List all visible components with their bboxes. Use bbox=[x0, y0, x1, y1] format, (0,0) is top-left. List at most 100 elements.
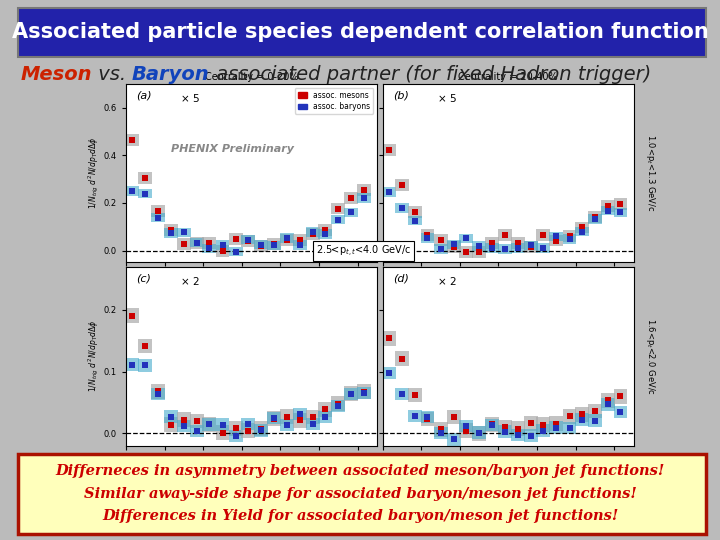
Point bbox=[576, 223, 588, 232]
Bar bbox=[613, 389, 627, 403]
Bar bbox=[202, 238, 216, 249]
Bar bbox=[549, 416, 563, 431]
Point bbox=[269, 415, 280, 423]
Bar bbox=[357, 193, 371, 203]
Bar bbox=[267, 238, 282, 249]
Point bbox=[140, 342, 151, 350]
Point bbox=[396, 390, 408, 399]
Bar bbox=[125, 186, 139, 196]
Point bbox=[192, 238, 203, 247]
Point bbox=[410, 217, 421, 225]
Bar bbox=[549, 421, 563, 434]
Bar bbox=[293, 413, 307, 428]
Bar bbox=[601, 398, 615, 410]
Bar bbox=[306, 417, 320, 430]
Legend: assoc. mesons, assoc. baryons: assoc. mesons, assoc. baryons bbox=[294, 87, 373, 114]
Bar bbox=[382, 367, 396, 379]
Point bbox=[499, 245, 510, 253]
Point bbox=[499, 427, 510, 436]
Bar bbox=[229, 421, 243, 436]
Point bbox=[358, 389, 369, 397]
Point bbox=[460, 247, 472, 256]
Point bbox=[320, 230, 331, 239]
Point bbox=[204, 239, 215, 248]
Bar bbox=[229, 430, 243, 442]
Point bbox=[487, 421, 498, 429]
Bar bbox=[459, 246, 473, 258]
Point bbox=[320, 226, 331, 234]
Point bbox=[256, 240, 267, 249]
Point bbox=[307, 420, 318, 428]
Point bbox=[551, 420, 562, 428]
Point bbox=[615, 199, 626, 208]
Point bbox=[281, 421, 292, 429]
Bar bbox=[382, 331, 396, 346]
Bar bbox=[613, 198, 627, 210]
Point bbox=[499, 423, 510, 432]
Point bbox=[127, 311, 138, 320]
Bar bbox=[318, 230, 332, 239]
Bar bbox=[177, 413, 191, 427]
Point bbox=[422, 413, 433, 421]
Bar bbox=[447, 241, 461, 253]
Bar bbox=[229, 247, 243, 256]
Text: × 2: × 2 bbox=[181, 278, 200, 287]
Point bbox=[269, 239, 280, 248]
Bar bbox=[588, 414, 602, 427]
Point bbox=[410, 391, 421, 400]
Bar bbox=[164, 224, 178, 236]
Bar bbox=[254, 240, 268, 249]
Bar bbox=[177, 227, 191, 237]
Bar bbox=[151, 388, 166, 401]
Bar bbox=[267, 411, 282, 426]
Bar bbox=[447, 433, 461, 446]
Point bbox=[281, 413, 292, 421]
Bar bbox=[601, 393, 615, 408]
Bar bbox=[408, 410, 422, 422]
Bar bbox=[138, 359, 152, 372]
Bar bbox=[215, 245, 230, 257]
Bar bbox=[511, 429, 525, 441]
Bar bbox=[433, 422, 448, 437]
Bar bbox=[588, 211, 602, 223]
Point bbox=[294, 416, 305, 424]
Bar bbox=[575, 414, 589, 426]
Bar bbox=[524, 416, 538, 430]
Point bbox=[525, 419, 536, 428]
Point bbox=[589, 407, 600, 415]
Point bbox=[269, 241, 280, 250]
Point bbox=[230, 235, 241, 244]
Bar bbox=[485, 243, 499, 253]
Point bbox=[576, 227, 588, 236]
Bar bbox=[408, 206, 422, 218]
Point bbox=[153, 206, 164, 215]
Point bbox=[192, 239, 203, 247]
Point bbox=[512, 424, 523, 433]
Bar bbox=[420, 411, 434, 423]
Bar bbox=[125, 359, 139, 371]
Bar bbox=[138, 189, 152, 198]
Text: Meson: Meson bbox=[20, 65, 91, 84]
Point bbox=[140, 189, 151, 198]
Point bbox=[422, 231, 433, 239]
Point bbox=[435, 425, 446, 434]
Point bbox=[192, 417, 203, 426]
Bar bbox=[549, 234, 563, 246]
Bar bbox=[498, 244, 512, 254]
Point bbox=[460, 426, 472, 435]
Bar bbox=[485, 237, 499, 249]
Bar bbox=[524, 429, 538, 442]
Point bbox=[346, 390, 357, 399]
Bar bbox=[177, 420, 191, 432]
Point bbox=[603, 201, 614, 210]
Point bbox=[204, 244, 215, 253]
Point bbox=[346, 208, 357, 217]
Bar bbox=[613, 406, 627, 418]
Bar bbox=[459, 423, 473, 438]
Bar bbox=[241, 418, 255, 430]
Bar bbox=[190, 237, 204, 249]
Bar bbox=[254, 240, 268, 252]
Bar bbox=[241, 235, 255, 244]
Title: Centrality = 0-20%: Centrality = 0-20% bbox=[204, 71, 298, 82]
Point bbox=[615, 208, 626, 217]
